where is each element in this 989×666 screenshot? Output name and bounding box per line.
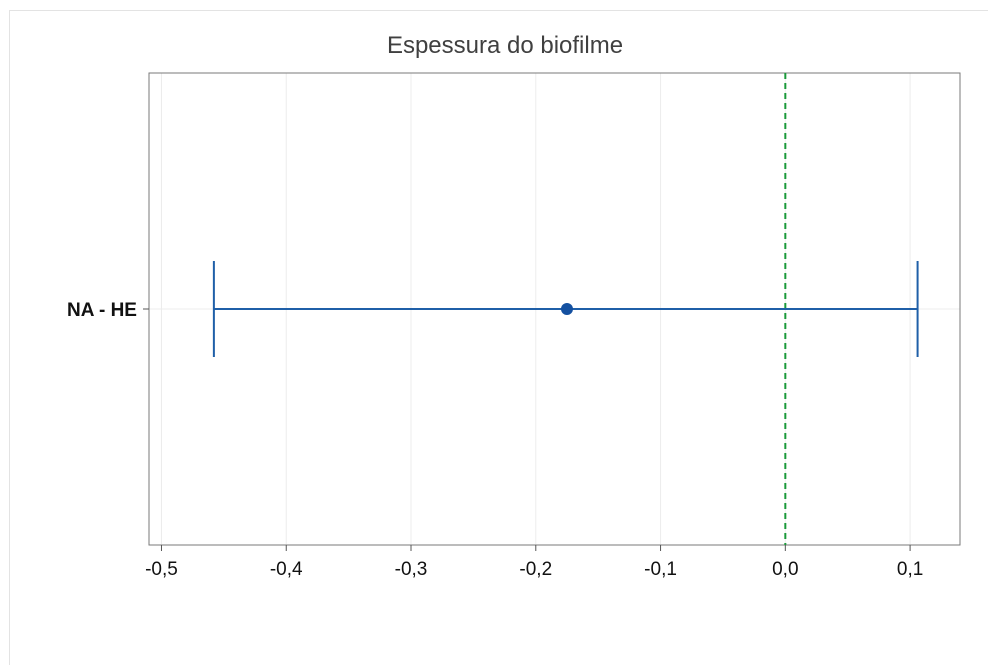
chart-frame xyxy=(9,10,988,665)
x-tick-label: 0,0 xyxy=(772,559,798,580)
intervals-group xyxy=(212,261,919,357)
x-tick-label: -0,5 xyxy=(145,559,178,580)
y-category-label: NA - HE xyxy=(67,300,137,321)
x-tick-label: -0,2 xyxy=(519,559,552,580)
x-tick-label: -0,1 xyxy=(644,559,677,580)
x-tick-label: -0,4 xyxy=(270,559,303,580)
x-tick-label: -0,3 xyxy=(395,559,428,580)
x-tick-label: 0,1 xyxy=(897,559,923,580)
chart-title: Espessura do biofilme xyxy=(387,32,623,59)
x-axis: -0,5 -0,4 -0,3 -0,2 -0,1 0,0 0,1 xyxy=(145,545,923,580)
y-axis: NA - HE xyxy=(67,300,149,321)
estimate-point xyxy=(560,303,573,315)
